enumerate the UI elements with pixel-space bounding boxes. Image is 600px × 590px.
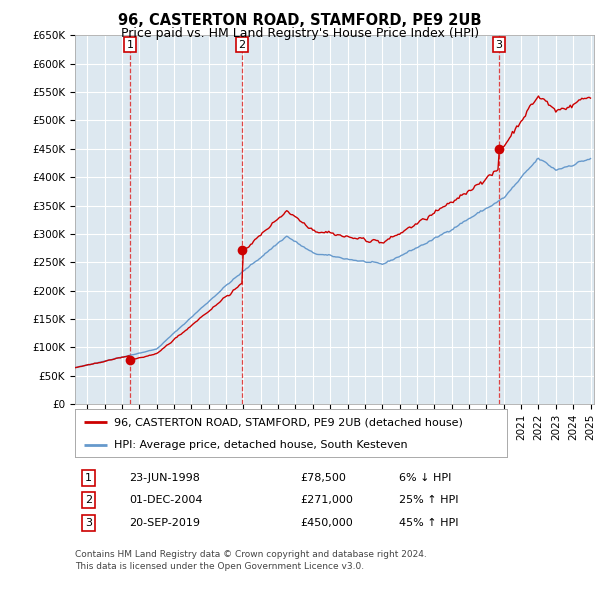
Text: 6% ↓ HPI: 6% ↓ HPI — [399, 473, 451, 483]
Text: £271,000: £271,000 — [300, 496, 353, 505]
Text: £78,500: £78,500 — [300, 473, 346, 483]
Text: £450,000: £450,000 — [300, 518, 353, 527]
Text: 1: 1 — [127, 40, 134, 50]
Text: 45% ↑ HPI: 45% ↑ HPI — [399, 518, 458, 527]
Text: 96, CASTERTON ROAD, STAMFORD, PE9 2UB (detached house): 96, CASTERTON ROAD, STAMFORD, PE9 2UB (d… — [114, 417, 463, 427]
Text: 2: 2 — [85, 496, 92, 505]
Text: 96, CASTERTON ROAD, STAMFORD, PE9 2UB: 96, CASTERTON ROAD, STAMFORD, PE9 2UB — [118, 13, 482, 28]
Text: Price paid vs. HM Land Registry's House Price Index (HPI): Price paid vs. HM Land Registry's House … — [121, 27, 479, 40]
Text: 2: 2 — [238, 40, 245, 50]
Text: Contains HM Land Registry data © Crown copyright and database right 2024.: Contains HM Land Registry data © Crown c… — [75, 550, 427, 559]
Text: 01-DEC-2004: 01-DEC-2004 — [129, 496, 203, 505]
Text: HPI: Average price, detached house, South Kesteven: HPI: Average price, detached house, Sout… — [114, 440, 407, 450]
Text: 1: 1 — [85, 473, 92, 483]
Text: 23-JUN-1998: 23-JUN-1998 — [129, 473, 200, 483]
Text: 20-SEP-2019: 20-SEP-2019 — [129, 518, 200, 527]
Text: This data is licensed under the Open Government Licence v3.0.: This data is licensed under the Open Gov… — [75, 562, 364, 571]
Text: 25% ↑ HPI: 25% ↑ HPI — [399, 496, 458, 505]
Text: 3: 3 — [496, 40, 502, 50]
Text: 3: 3 — [85, 518, 92, 527]
